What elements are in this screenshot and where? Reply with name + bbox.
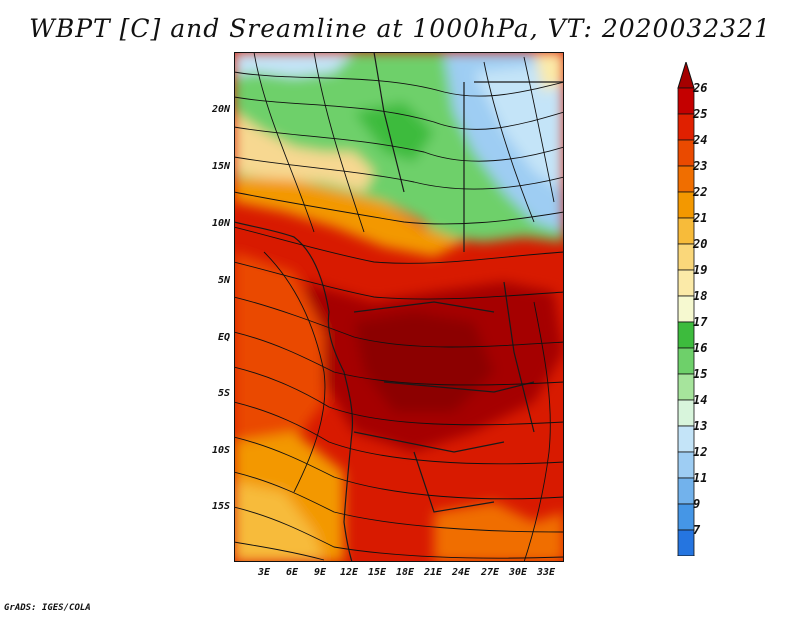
colorbar-box (677, 399, 695, 427)
colorbar-box (677, 347, 695, 375)
wbpt-field-map (234, 52, 564, 562)
colorbar-label: 14 (693, 393, 708, 407)
colorbar-label: 23 (693, 159, 708, 173)
colorbar-box (677, 295, 695, 323)
lon-label: 21E (423, 567, 443, 578)
lat-label: 15S (211, 501, 230, 512)
colorbar-box (677, 451, 695, 479)
lon-label: 9E (313, 567, 327, 578)
colorbar-box (677, 113, 695, 141)
colorbar-label: 13 (693, 419, 708, 433)
colorbar-label: 11 (693, 471, 708, 485)
colorbar-box (677, 529, 695, 556)
colorbar-label: 15 (693, 367, 708, 381)
colorbar-label: 20 (693, 237, 708, 251)
colorbar-label: 24 (693, 133, 708, 147)
lat-label: 10S (211, 445, 230, 456)
lon-label: 15E (367, 567, 387, 578)
lat-label: 5S (217, 388, 230, 399)
colorbar-label: 17 (693, 315, 708, 329)
lat-label: 5N (217, 275, 230, 286)
streamlines (234, 52, 564, 562)
colorbar-top-arrow (677, 62, 695, 89)
colorbar-box (677, 87, 695, 115)
lon-label: 3E (257, 567, 271, 578)
colorbar-label: 19 (693, 263, 708, 277)
footer-credit: GrADS: IGES/COLA (4, 603, 91, 613)
lat-label: 10N (211, 218, 230, 229)
lon-label: 33E (536, 567, 556, 578)
colorbar (677, 62, 695, 556)
lon-label: 6E (285, 567, 299, 578)
lon-label: 12E (339, 567, 359, 578)
lon-label: 30E (508, 567, 528, 578)
colorbar-box (677, 243, 695, 271)
colorbar-box (677, 165, 695, 193)
colorbar-label: 7 (693, 523, 701, 537)
colorbar-box (677, 425, 695, 453)
colorbar-box (677, 503, 695, 531)
colorbar-box (677, 477, 695, 505)
lat-label: 20N (211, 104, 230, 115)
lon-label: 24E (451, 567, 471, 578)
colorbar-label: 21 (693, 211, 708, 225)
colorbar-label: 9 (693, 497, 701, 511)
lat-label: 15N (211, 161, 230, 172)
colorbar-label: 26 (693, 81, 708, 95)
colorbar-label: 22 (693, 185, 708, 199)
colorbar-label: 25 (693, 107, 708, 121)
lon-label: 18E (395, 567, 415, 578)
colorbar-box (677, 269, 695, 297)
colorbar-box (677, 373, 695, 401)
lon-label: 27E (480, 567, 500, 578)
map-title: WBPT [C] and Sreamline at 1000hPa, VT: 2… (29, 14, 771, 43)
colorbar-box (677, 217, 695, 245)
colorbar-label: 12 (693, 445, 708, 459)
colorbar-label: 18 (693, 289, 708, 303)
colorbar-box (677, 321, 695, 349)
colorbar-box (677, 139, 695, 167)
map-panel (234, 52, 564, 562)
lat-label: EQ (217, 332, 230, 343)
colorbar-label: 16 (693, 341, 708, 355)
colorbar-box (677, 191, 695, 219)
